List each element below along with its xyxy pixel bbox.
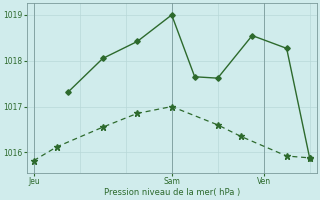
X-axis label: Pression niveau de la mer( hPa ): Pression niveau de la mer( hPa )	[104, 188, 240, 197]
